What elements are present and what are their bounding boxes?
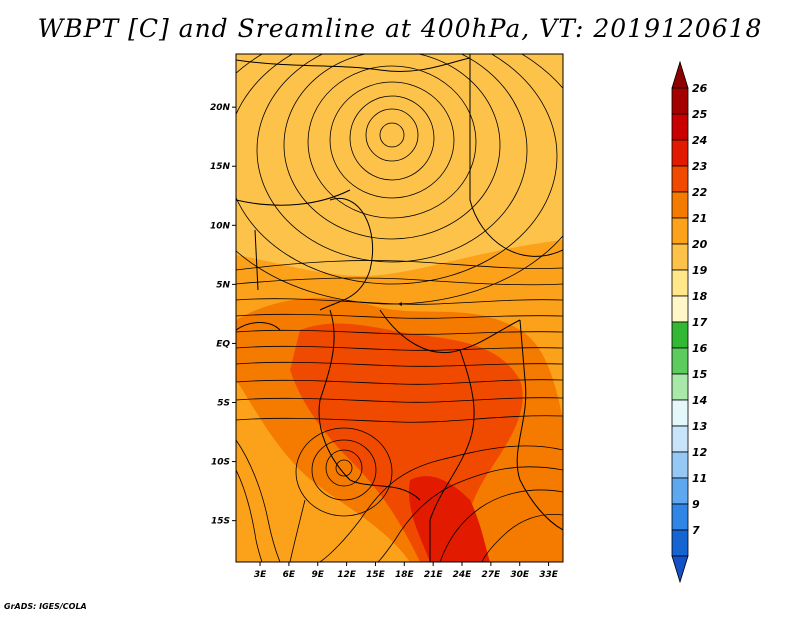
colorbar-label: 24 [692,134,707,147]
lat-tick-label: 15N [210,162,231,172]
colorbar-label: 11 [692,472,707,485]
lon-tick-label: 12E [337,570,357,580]
colorbar-label: 14 [692,394,707,407]
colorbar-swatch [671,165,689,193]
lat-tick-label: 5N [216,280,230,290]
lat-tick-label: 15S [211,517,230,527]
colorbar-swatch [671,425,689,453]
colorbar-swatch [671,87,689,115]
map-title: WBPT [C] and Sreamline at 400hPa, VT: 20… [37,14,763,43]
lat-tick-label: 5S [217,399,230,409]
colorbar-label: 15 [692,368,708,381]
colorbar-label: 19 [692,264,708,277]
lat-tick-label: 20N [210,103,231,113]
colorbar-label: 23 [692,160,708,173]
lon-tick-label: 6E [283,570,296,580]
colorbar-swatch [671,113,689,141]
lon-tick-label: 15E [366,570,386,580]
lat-tick-label: EQ [216,339,230,349]
colorbar-swatch [671,269,689,297]
country-borders [236,54,563,562]
streamlines [236,54,563,562]
grads-credit: GrADS: IGES/COLA [4,602,87,611]
lon-tick-label: 18E [395,570,415,580]
colorbar-label: 7 [692,524,700,537]
colorbar: 26 25 24 23 22 21 20 19 18 17 16 15 14 13 12 11 9 7 [671,60,708,584]
wbpt-shading [236,54,563,562]
colorbar-label: 12 [692,446,708,459]
colorbar-label: 18 [692,290,708,303]
lat-tick-label: 10N [210,221,231,231]
colorbar-swatch [671,217,689,245]
lon-tick-label: 30E [510,570,530,580]
map-frame [235,53,564,563]
lon-tick-label: 9E [312,570,325,580]
colorbar-swatch [671,503,689,531]
colorbar-label: 17 [692,316,708,329]
colorbar-swatch [671,321,689,349]
lon-tick-label: 21E [424,570,444,580]
colorbar-top-arrow [671,60,689,89]
latitude-axis: 20N 15N 10N 5N EQ 5S 10S 15S [210,103,236,527]
colorbar-swatch [671,347,689,375]
lon-tick-label: 33E [539,570,559,580]
lon-tick-label: 24E [453,570,473,580]
colorbar-swatch [671,295,689,323]
wbpt-field-hottest [409,476,490,562]
colorbar-swatch [671,139,689,167]
lat-tick-label: 10S [211,458,230,468]
colorbar-label: 16 [692,342,708,355]
colorbar-label: 22 [692,186,708,199]
longitude-axis: 3E 6E 9E 12E 15E 18E 21E 24E 27E 30E 33E [254,562,559,580]
colorbar-swatch [671,373,689,401]
colorbar-swatch [671,529,689,557]
lon-tick-label: 27E [482,570,502,580]
colorbar-swatch [671,191,689,219]
colorbar-swatch [671,477,689,505]
colorbar-swatch [671,243,689,271]
colorbar-label: 20 [692,238,708,251]
colorbar-bottom-arrow [671,555,689,584]
lon-tick-label: 3E [254,570,267,580]
colorbar-label: 21 [692,212,707,225]
colorbar-label: 25 [692,108,708,121]
colorbar-label: 26 [692,82,708,95]
colorbar-label: 13 [692,420,708,433]
colorbar-label: 9 [692,498,700,511]
colorbar-swatch [671,451,689,479]
colorbar-swatch [671,399,689,427]
